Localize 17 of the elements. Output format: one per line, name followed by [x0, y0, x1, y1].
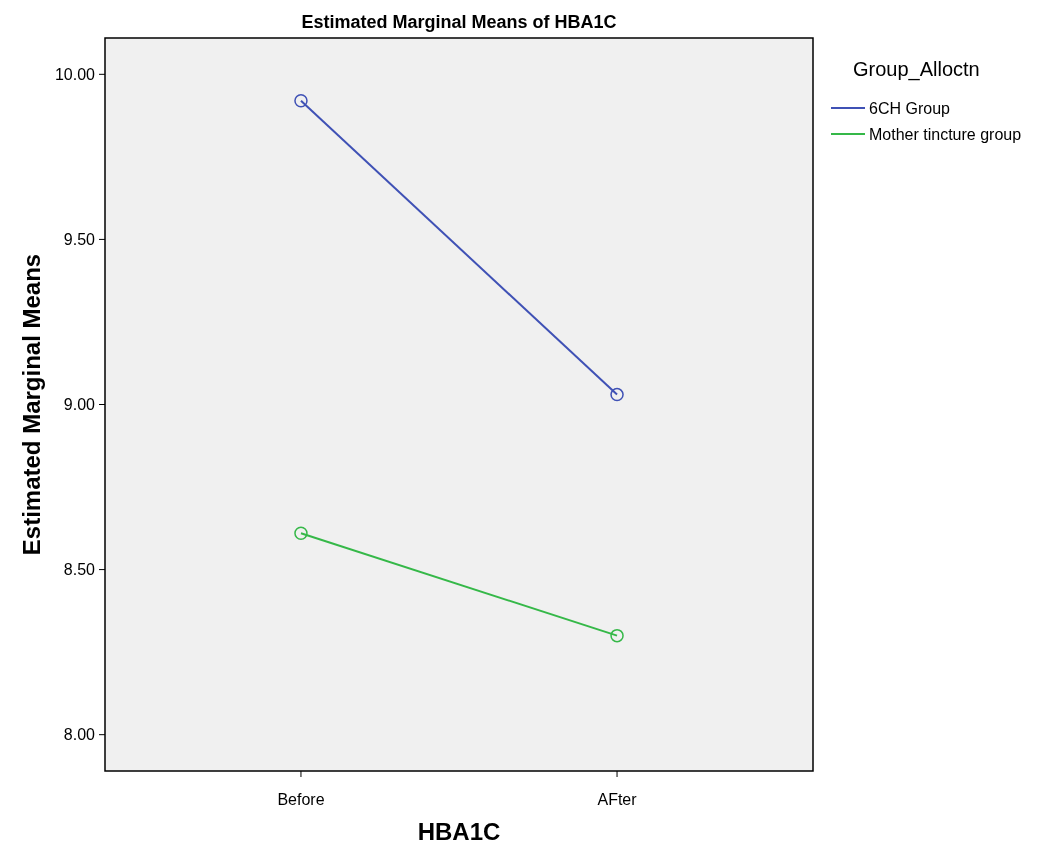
x-tick-label: Before: [277, 791, 325, 808]
y-axis-title: Estimated Marginal Means: [18, 253, 45, 556]
point: [610, 387, 624, 402]
y-tick-label: 9.50: [63, 231, 96, 249]
legend-label: 6CH Group: [869, 99, 951, 117]
chart-title: Estimated Marginal Means of HBA1C: [301, 12, 617, 32]
legend-title: Group_Alloctn: [853, 58, 980, 81]
point: [294, 93, 308, 108]
y-tick-label: 8.50: [63, 561, 96, 579]
x-axis-title: HBA1C: [417, 818, 501, 845]
x-tick-label: AFter: [597, 791, 638, 808]
point: [610, 628, 624, 643]
y-tick-label: 10.00: [54, 65, 96, 83]
point: [294, 526, 308, 541]
y-tick-label: 8.00: [63, 726, 96, 744]
legend-label: Mother tincture group: [869, 125, 1022, 143]
y-tick-label: 9.00: [63, 396, 96, 414]
